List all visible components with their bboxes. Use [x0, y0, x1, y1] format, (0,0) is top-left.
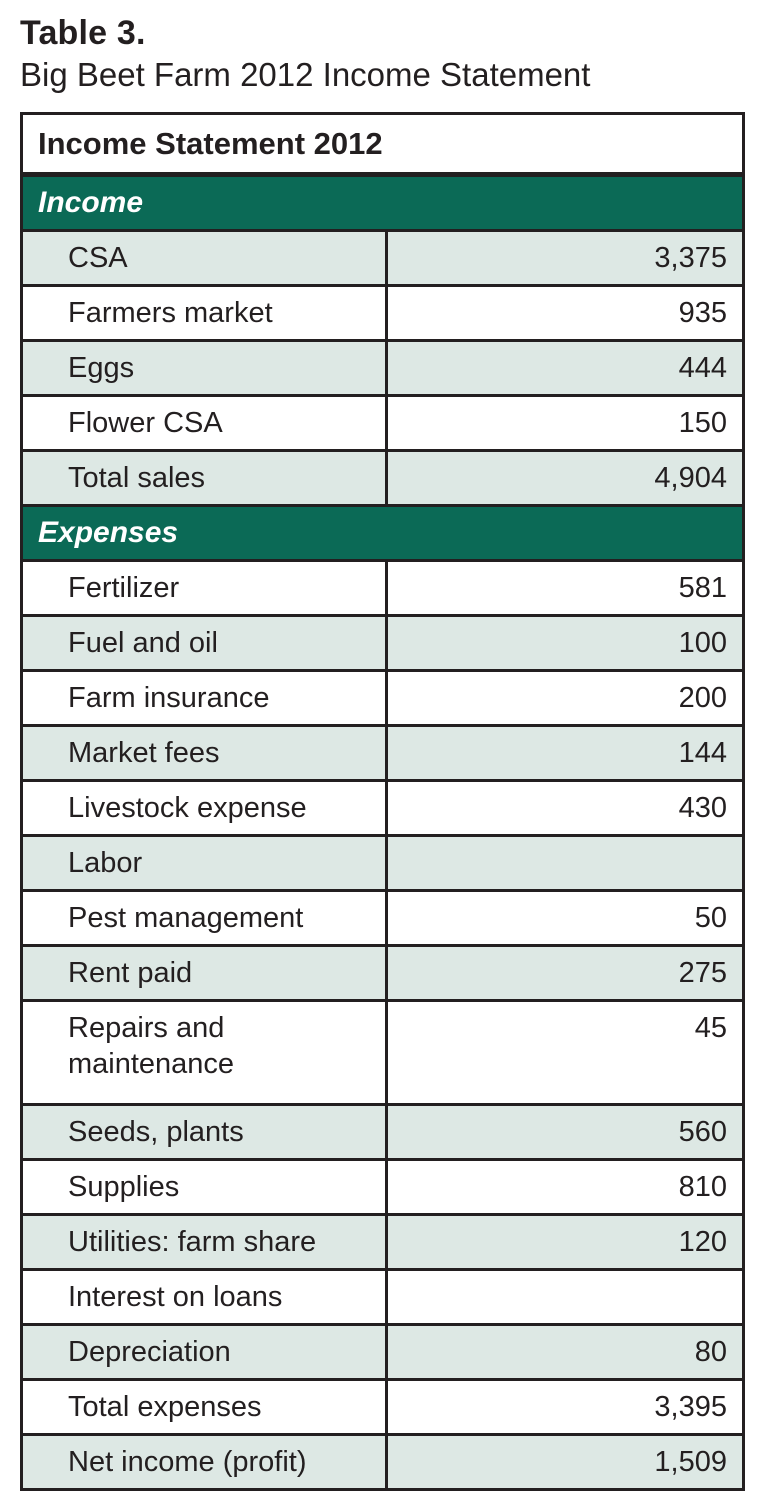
table-row-market-fees: Market fees 144 [23, 723, 742, 779]
table-header-row: Income Statement 2012 [23, 115, 742, 174]
row-label: Seeds, plants [23, 1105, 388, 1158]
row-value [388, 837, 742, 889]
row-label: Supplies [23, 1160, 388, 1213]
row-value: 150 [678, 406, 727, 439]
section-heading-expenses: Expenses [23, 503, 742, 559]
row-label: Livestock expense [23, 781, 388, 834]
row-value: 810 [678, 1170, 727, 1203]
row-label: Net income (profit) [23, 1435, 388, 1488]
row-label: CSA [23, 231, 388, 284]
row-label: Market fees [23, 726, 388, 779]
row-value: 1,509 [654, 1445, 727, 1478]
row-value [388, 1271, 742, 1323]
row-value: 80 [694, 1335, 727, 1368]
table-row-utilities-farm-share: Utilities: farm share 120 [23, 1212, 742, 1268]
table-row-depreciation: Depreciation 80 [23, 1322, 742, 1378]
row-value: 50 [694, 901, 727, 934]
row-label: Interest on loans [23, 1270, 388, 1323]
row-value: 560 [678, 1115, 727, 1148]
table-row-interest-on-loans: Interest on loans [23, 1267, 742, 1323]
row-value: 45 [694, 1011, 727, 1044]
table-row-supplies: Supplies 810 [23, 1157, 742, 1213]
row-label: Farmers market [23, 286, 388, 339]
row-label: Farm insurance [23, 671, 388, 724]
row-value: 200 [678, 681, 727, 714]
row-value: 100 [678, 626, 727, 659]
row-label: Fertilizer [23, 561, 388, 614]
section-heading-label: Income [38, 185, 144, 219]
row-value: 3,395 [654, 1390, 727, 1423]
table-row-rent-paid: Rent paid 275 [23, 943, 742, 999]
row-value: 275 [678, 956, 727, 989]
table-row-csa: CSA 3,375 [23, 228, 742, 284]
table-row-eggs: Eggs 444 [23, 338, 742, 394]
row-label: Flower CSA [23, 396, 388, 449]
section-heading-label: Expenses [38, 515, 179, 549]
income-statement-table: Income Statement 2012 Income CSA 3,375 F… [20, 111, 745, 1491]
table-row-labor: Labor [23, 833, 742, 889]
row-label: Fuel and oil [23, 616, 388, 669]
row-value: 444 [678, 351, 727, 384]
table-row-fertilizer: Fertilizer 581 [23, 558, 742, 614]
table-row-seeds-plants: Seeds, plants 560 [23, 1102, 742, 1158]
table-header-title: Income Statement 2012 [38, 125, 383, 161]
table-row-net-income-profit: Net income (profit) 1,509 [23, 1432, 742, 1488]
caption-block: Table 3. Big Beet Farm 2012 Income State… [20, 14, 745, 95]
row-value: 120 [678, 1225, 727, 1258]
table-row-total-expenses: Total expenses 3,395 [23, 1377, 742, 1433]
row-label: Utilities: farm share [23, 1215, 388, 1268]
row-value: 581 [678, 571, 727, 604]
table-caption: Big Beet Farm 2012 Income Statement [20, 56, 591, 94]
row-label: Total expenses [23, 1380, 388, 1433]
table-label: Table 3. [20, 14, 146, 52]
table-row-fuel-and-oil: Fuel and oil 100 [23, 613, 742, 669]
table-row-livestock-expense: Livestock expense 430 [23, 778, 742, 834]
row-value: 144 [678, 736, 727, 769]
row-label: Labor [23, 836, 388, 889]
row-label: Rent paid [23, 946, 388, 999]
row-label: Repairs and maintenance [23, 1001, 388, 1103]
table-row-flower-csa: Flower CSA 150 [23, 393, 742, 449]
row-label: Pest management [23, 891, 388, 944]
row-label: Total sales [23, 451, 388, 504]
table-row-pest-management: Pest management 50 [23, 888, 742, 944]
table-row-farmers-market: Farmers market 935 [23, 283, 742, 339]
row-label: Eggs [23, 341, 388, 394]
table-row-total-sales: Total sales 4,904 [23, 448, 742, 504]
row-value: 430 [678, 791, 727, 824]
table-row-repairs-and-maintenance: Repairs and maintenance 45 [23, 998, 742, 1103]
row-value: 3,375 [654, 241, 727, 274]
row-value: 4,904 [654, 461, 727, 494]
row-label: Depreciation [23, 1325, 388, 1378]
table-row-farm-insurance: Farm insurance 200 [23, 668, 742, 724]
row-value: 935 [678, 296, 727, 329]
section-heading-income: Income [23, 173, 742, 229]
